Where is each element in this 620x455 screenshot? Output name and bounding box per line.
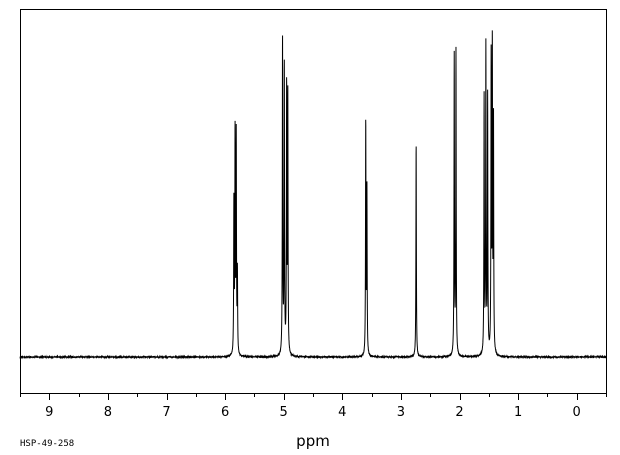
tick-label: 8 bbox=[104, 405, 112, 420]
plot-frame bbox=[20, 9, 607, 394]
tick-label: 0 bbox=[573, 405, 581, 420]
sample-id-label: HSP-49-258 bbox=[20, 439, 74, 449]
tick-label: 2 bbox=[455, 405, 463, 420]
tick-label: 9 bbox=[45, 405, 53, 420]
tick-label: 5 bbox=[280, 405, 288, 420]
spectrum-line bbox=[19, 30, 607, 360]
x-axis-title: ppm bbox=[296, 432, 330, 450]
tick-label: 3 bbox=[397, 405, 405, 420]
tick-label: 7 bbox=[162, 405, 170, 420]
tick-label: 1 bbox=[514, 405, 522, 420]
x-axis-ticks bbox=[20, 393, 607, 400]
x-axis-tick-labels: 9 8 7 6 5 4 3 2 1 0 bbox=[45, 405, 581, 420]
tick-label: 6 bbox=[221, 405, 229, 420]
tick-label: 4 bbox=[338, 405, 346, 420]
peak-point bbox=[415, 143, 417, 145]
